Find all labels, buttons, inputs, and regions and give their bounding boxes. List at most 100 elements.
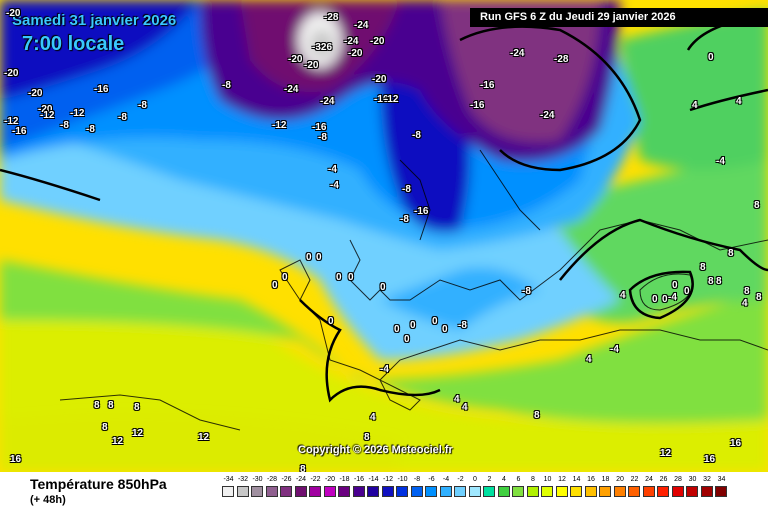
isotherm-label: 0	[394, 324, 400, 335]
isotherm-label: 12	[132, 428, 144, 439]
legend-footer: Température 850hPa (+ 48h) -34 -32 -30 -28-…	[0, 472, 768, 512]
run-info-text: Run GFS 6 Z du Jeudi 29 janvier 2026	[480, 11, 676, 23]
scale-label: 8	[531, 476, 535, 483]
lead-time: (+ 48h)	[30, 494, 66, 506]
isotherm-label: -4	[716, 156, 725, 167]
isotherm-label: -20	[372, 74, 387, 85]
scale-swatch	[236, 486, 249, 497]
scale-swatch	[251, 486, 263, 497]
isotherm-label: 8	[716, 276, 722, 287]
scale-label: -18	[339, 476, 350, 483]
isotherm-label: 12	[660, 448, 672, 459]
scale-label: 20	[616, 476, 624, 483]
isotherm-label: -16	[94, 84, 109, 95]
isotherm-label: 4	[462, 402, 468, 413]
isotherm-label: -8	[318, 132, 327, 143]
isotherm-label: -8	[222, 80, 231, 91]
isotherm-label: -16	[374, 94, 389, 105]
scale-label: -4	[442, 476, 450, 483]
scale-swatch	[294, 486, 307, 497]
scale-label: 34	[717, 476, 726, 483]
isotherm-label: -12	[4, 116, 19, 127]
isotherm-label: 0	[380, 282, 386, 293]
isotherm-label: 0	[684, 286, 690, 297]
scale-swatch	[381, 486, 394, 497]
scale-label: 18	[601, 476, 610, 483]
scale-label: -26	[281, 476, 292, 483]
isotherm-label: -8	[522, 286, 531, 297]
isotherm-label: -4	[668, 292, 677, 303]
scale-label: -2	[457, 476, 464, 483]
isotherm-label: 4	[692, 100, 698, 111]
isotherm-label: -4	[610, 344, 619, 355]
scale-label: 24	[645, 476, 653, 483]
scale-swatch	[410, 486, 423, 497]
scale-label: 26	[659, 476, 668, 483]
scale-label: 12	[558, 476, 566, 483]
isotherm-label: -4	[328, 164, 337, 175]
scale-label: -12	[382, 476, 394, 483]
isotherm-label: -4	[380, 364, 389, 375]
isotherm-label: -24	[344, 36, 359, 47]
scale-label: -10	[397, 476, 408, 483]
scale-swatch	[613, 486, 626, 497]
isotherm-label: 0	[708, 52, 714, 63]
isotherm-label: -20	[4, 68, 19, 79]
scale-label: 32	[703, 476, 711, 483]
scale-swatch	[497, 486, 510, 497]
isotherm-label: -8	[60, 120, 69, 131]
coastlines	[59, 149, 768, 431]
isotherm-label: 8	[700, 262, 706, 273]
scale-swatch	[367, 486, 379, 497]
isotherm-label: 8	[300, 464, 306, 472]
isotherm-label: -24	[354, 20, 369, 31]
isotherm-label: 4	[454, 394, 460, 405]
scale-swatch	[338, 486, 350, 497]
isotherm-label: -8	[458, 320, 467, 331]
isotherm-label: -8	[138, 100, 147, 111]
isotherm-label: 8	[102, 422, 108, 433]
scale-swatch	[396, 486, 408, 497]
isotherm-label: 0	[432, 316, 438, 327]
scale-label: 22	[630, 476, 639, 483]
isotherm-label: -24	[510, 48, 525, 59]
scale-label: 14	[572, 476, 581, 483]
isotherm-label: 0	[662, 294, 668, 305]
isotherm-label: -16	[414, 206, 429, 217]
scale-swatch	[454, 486, 466, 497]
scale-swatch	[700, 486, 713, 497]
scale-label: -30	[252, 476, 263, 483]
isotherm-label: -8	[86, 124, 95, 135]
isotherm-label: -20	[348, 48, 363, 59]
scale-label: -8	[413, 476, 421, 483]
isotherm-label: 0	[328, 316, 334, 327]
isotherm-label: 0	[442, 324, 448, 335]
isotherm-label: -20	[370, 36, 385, 47]
isotherm-label: 16	[704, 454, 716, 465]
isotherm-label: -28	[324, 12, 339, 23]
scale-swatch	[541, 486, 553, 497]
scale-swatch	[468, 486, 481, 497]
scale-label: 16	[587, 476, 595, 483]
isotherm-label: 16	[730, 438, 742, 449]
isotherm-label: 0	[272, 280, 278, 291]
isotherm-label: 8	[108, 400, 114, 411]
scale-label: 6	[516, 476, 521, 483]
scale-label: -16	[353, 476, 365, 483]
scale-swatch	[628, 486, 640, 497]
isotherm-label: -20	[304, 60, 319, 71]
isotherm-label: -24	[320, 96, 335, 107]
isotherm-label: -24	[540, 110, 555, 121]
run-info-box: Run GFS 6 Z du Jeudi 29 janvier 2026	[470, 8, 768, 27]
scale-swatch	[425, 486, 437, 497]
scale-label: 30	[688, 476, 697, 483]
isotherm-label: -8	[402, 184, 411, 195]
scale-swatch	[570, 486, 582, 497]
parameter-title: Température 850hPa	[30, 476, 167, 492]
scale-label: 28	[674, 476, 682, 483]
isotherm-label: -28	[554, 54, 569, 65]
isotherm-label: 8	[744, 286, 750, 297]
isotherm-label: -24	[284, 84, 299, 95]
scale-label: -6	[428, 476, 435, 483]
isotherm-label: -8	[412, 130, 421, 141]
